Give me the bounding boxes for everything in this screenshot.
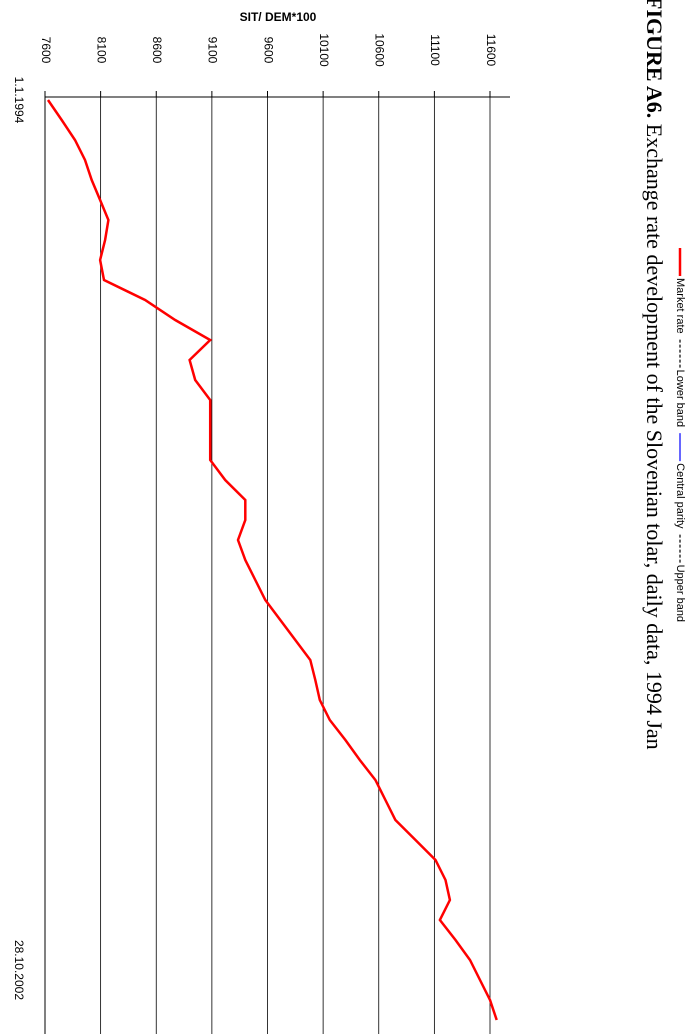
y-tick-label: 11100 [428,34,442,66]
figure-label: FIGURE A6. [642,0,667,118]
y-tick-label: 7600 [39,37,53,64]
title-text: Exchange rate development of the Sloveni… [642,124,667,750]
series-line [46,99,498,1021]
y-tick-label: 9600 [261,37,275,64]
legend-label: Lower band [674,370,686,428]
y-tick-label: 8100 [94,37,108,64]
y-tick-label: 8600 [150,37,164,64]
x-tick-label: 1.1.1994 [12,77,26,124]
figure-title: FIGURE A6. Exchange rate development of … [642,0,667,750]
axis-title: SIT/ DEM*100 [240,10,317,24]
y-tick-label: 9100 [206,37,220,64]
y-tick-label: 10100 [317,33,331,67]
legend-label: Central parity [674,463,686,529]
x-tick-label: 28.10.2002 [12,940,26,1000]
y-tick-label: 11600 [484,34,498,67]
y-tick-label: 10600 [373,33,387,67]
legend-label: Market rate [674,278,686,334]
legend-label: Upper band [674,565,686,623]
